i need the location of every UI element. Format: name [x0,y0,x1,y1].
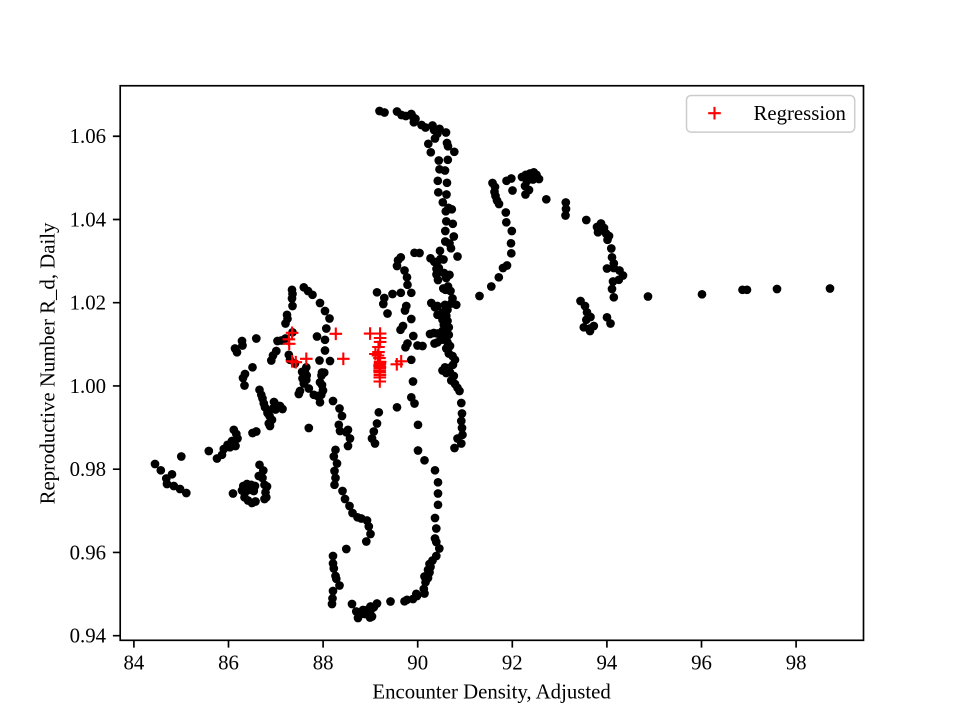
svg-text:Encounter Density, Adjusted: Encounter Density, Adjusted [372,681,611,704]
svg-text:0.98: 0.98 [70,458,106,481]
svg-text:1.02: 1.02 [70,292,106,315]
svg-text:92: 92 [502,652,523,675]
svg-text:1.04: 1.04 [70,208,107,231]
svg-text:88: 88 [313,652,334,675]
svg-text:0.94: 0.94 [70,625,107,648]
svg-text:90: 90 [407,652,428,675]
svg-text:98: 98 [786,652,807,675]
svg-text:96: 96 [691,652,712,675]
svg-text:Reproductive Number R_d, Daily: Reproductive Number R_d, Daily [37,222,60,504]
svg-text:1.00: 1.00 [70,375,106,398]
svg-text:Regression: Regression [754,102,847,125]
svg-text:1.06: 1.06 [70,125,106,148]
svg-text:86: 86 [218,652,239,675]
svg-text:84: 84 [124,652,145,675]
svg-text:0.96: 0.96 [70,541,106,564]
svg-text:94: 94 [597,652,618,675]
